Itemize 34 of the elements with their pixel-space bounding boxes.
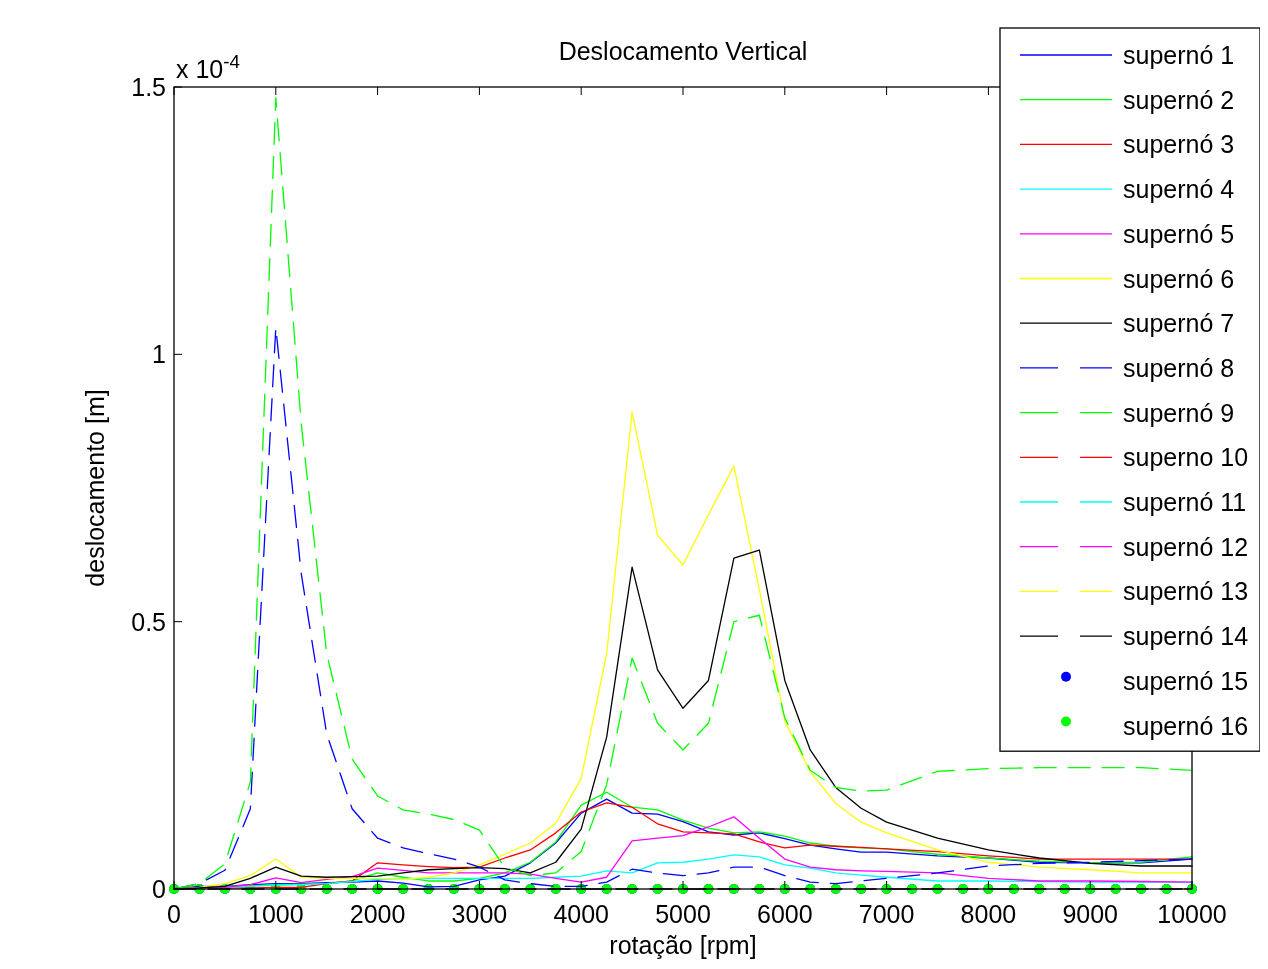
y-tick-label: 1.5 [131, 73, 166, 101]
x-tick-label: 3000 [451, 900, 508, 928]
x-tick-label: 1000 [247, 900, 304, 928]
x-tick-label: 5000 [655, 900, 711, 928]
y-tick-label: 0 [152, 875, 166, 903]
legend-label: supernó 4 [1123, 175, 1235, 204]
x-tick-label: 9000 [1062, 900, 1119, 928]
y-tick-label: 0.5 [131, 607, 166, 636]
legend-label: supernó 6 [1123, 264, 1235, 293]
legend-label: supernó 9 [1123, 398, 1235, 427]
x-tick-label: 10000 [1157, 900, 1227, 928]
x-tick-label: 6000 [756, 900, 813, 928]
legend-label: supernó 11 [1123, 488, 1247, 516]
legend-label: supernó 2 [1123, 85, 1235, 114]
x-tick-label: 2000 [349, 900, 406, 928]
legend-label: superno 10 [1123, 443, 1249, 472]
legend-label: supernó 15 [1123, 666, 1249, 695]
x-tick-label: 7000 [858, 900, 915, 928]
legend-label: supernó 16 [1123, 711, 1249, 740]
legend-label: supernó 1 [1123, 41, 1235, 69]
legend-label: supernó 7 [1123, 309, 1235, 338]
x-axis-title: rotação [rpm] [609, 931, 757, 959]
legend-label: supernó 8 [1123, 353, 1235, 382]
legend-label: supernó 13 [1123, 577, 1249, 606]
legend-label: supernó 5 [1123, 219, 1235, 248]
legend-label: supernó 14 [1123, 622, 1249, 651]
text: x 10$^{-4}$ [176, 50, 240, 83]
legend-label: supernó 3 [1123, 130, 1235, 159]
legend-label: supernó 12 [1123, 532, 1249, 561]
y-tick-label: 1 [152, 340, 166, 369]
y-axis-title: deslocamento [m] [81, 389, 109, 587]
chart-title: Deslocamento Vertical [558, 37, 808, 65]
x-tick-label: 8000 [960, 900, 1017, 928]
x-tick-label: 4000 [553, 900, 610, 928]
